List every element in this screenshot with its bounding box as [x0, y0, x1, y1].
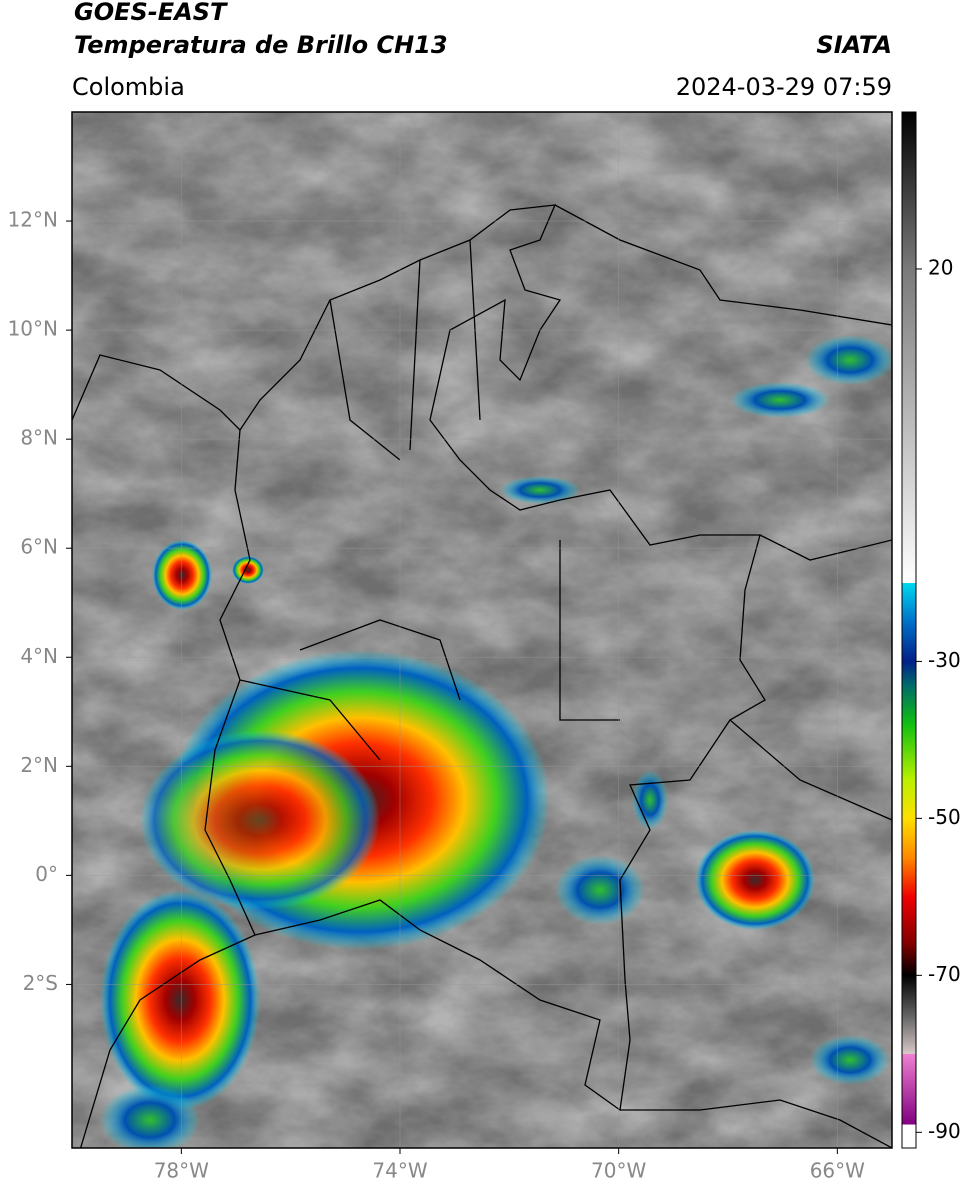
y-tick-label: 12°N [8, 208, 58, 232]
y-tick-label: 10°N [8, 317, 58, 341]
satellite-image [72, 112, 892, 1148]
y-tick-label: 6°N [20, 535, 58, 559]
datetime: 2024-03-29 07:59 [676, 73, 892, 101]
x-tick-label: 66°W [810, 1159, 865, 1183]
map-frame [71, 111, 893, 1149]
colorbar-tick-label: -90 [928, 1119, 961, 1143]
y-tick-label: 2°N [20, 753, 58, 777]
x-tick-label: 74°W [372, 1159, 427, 1183]
borders [72, 204, 892, 1148]
colorbar-tick-label: -30 [928, 648, 961, 672]
colorbar [901, 111, 917, 1149]
satellite: GOES-EAST [74, 0, 228, 26]
product: Temperatura de Brillo CH13 [74, 31, 448, 59]
source: SIATA [816, 31, 892, 59]
colorbar-tick-label: 20 [928, 255, 953, 279]
y-tick-label: 4°N [20, 644, 58, 668]
x-tick-label: 78°W [154, 1159, 209, 1183]
y-tick-label: 8°N [20, 426, 58, 450]
grid [72, 112, 892, 1148]
x-tick-label: 70°W [591, 1159, 646, 1183]
colorbar-tick-label: -50 [928, 805, 961, 829]
colorbar-tick-label: -70 [928, 962, 961, 986]
region: Colombia [72, 73, 185, 101]
y-tick-label: 2°S [23, 971, 58, 995]
y-tick-label: 0° [35, 862, 58, 886]
